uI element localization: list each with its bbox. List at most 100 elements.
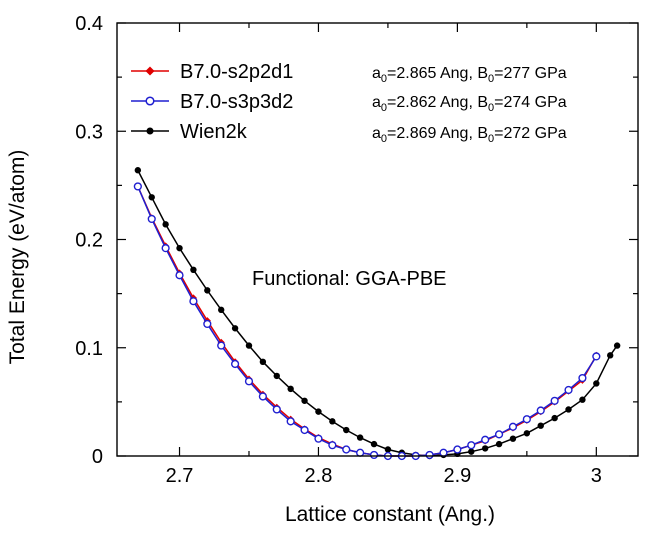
y-tick-label: 0 [92, 446, 103, 468]
data-point [481, 445, 489, 452]
legend-entry-wien2k[interactable]: Wien2k [131, 121, 248, 143]
fit-a-symbol: a [372, 65, 381, 82]
data-point [369, 450, 379, 460]
fit-a-subscript: 0 [381, 73, 387, 85]
data-point [231, 325, 239, 332]
fit-b-subscript: 0 [488, 102, 494, 114]
data-point [133, 182, 142, 191]
data-point [272, 405, 281, 414]
data-point [494, 430, 504, 439]
y-tick-label: 0.4 [75, 13, 103, 35]
data-point [370, 440, 378, 448]
legend-marker-filled-circle-icon [146, 127, 154, 135]
data-point [343, 426, 350, 434]
data-point [508, 422, 518, 431]
y-tick-label: 0.3 [75, 121, 103, 143]
fit-params-b7-s2p2d1: a0=2.865 Ang, B0=277 GPa [372, 65, 567, 85]
data-point [204, 287, 211, 294]
fit-a-subscript: 0 [381, 102, 387, 114]
y-tick-labels: 0 0.1 0.2 0.3 0.4 [75, 13, 103, 468]
data-point [565, 406, 572, 413]
data-point [147, 214, 156, 224]
data-point [453, 445, 462, 454]
data-point [607, 352, 614, 359]
data-point [613, 342, 621, 349]
annotation-functional: Functional: GGA-PBE [252, 268, 447, 290]
data-point [536, 406, 545, 415]
data-point [342, 445, 351, 454]
legend-label-b7-s3p3d2: B7.0-s3p3d2 [180, 91, 293, 113]
legend-label-b7-s2p2d1: B7.0-s2p2d1 [180, 61, 293, 83]
fit-b-value: =274 GPa [494, 94, 567, 111]
data-point [161, 244, 170, 253]
x-tick-labels: 2.7 2.8 2.9 3 [166, 465, 602, 487]
data-point [329, 418, 336, 425]
data-point [564, 385, 573, 395]
data-point [356, 448, 365, 457]
data-point [468, 448, 475, 455]
data-point [315, 408, 322, 415]
legend-entry-b7-s3p3d2[interactable]: B7.0-s3p3d2 [131, 91, 293, 113]
data-point [537, 422, 544, 429]
data-point [314, 434, 323, 443]
data-point [551, 414, 558, 422]
x-tick-label: 3 [591, 465, 602, 487]
series-b7-0-s3p3d2 [133, 182, 601, 461]
fit-b-symbol: B [477, 65, 488, 82]
data-point [134, 167, 142, 174]
data-point [439, 448, 448, 457]
fit-a-value: =2.865 Ang, [387, 65, 477, 82]
fit-b-subscript: 0 [488, 133, 494, 145]
data-point [148, 194, 155, 201]
data-point [218, 306, 225, 314]
legend-label-wien2k: Wien2k [180, 121, 248, 143]
data-point [523, 430, 531, 437]
fit-b-subscript: 0 [488, 73, 494, 85]
legend-entry-b7-s2p2d1[interactable]: B7.0-s2p2d1 [131, 61, 293, 83]
data-point [593, 380, 600, 387]
data-point [190, 266, 197, 274]
data-point [481, 435, 490, 444]
data-point [287, 385, 294, 393]
fit-a-symbol: a [372, 125, 381, 142]
data-point [217, 341, 226, 350]
y-axis-title: Total Energy (eV/atom) [6, 150, 29, 365]
data-point [176, 244, 183, 252]
data-point [328, 441, 337, 450]
data-point [425, 450, 434, 460]
fit-a-symbol: a [372, 94, 381, 111]
data-point [495, 440, 503, 448]
data-point [230, 359, 240, 369]
x-axis-title: Lattice constant (Ang.) [285, 503, 495, 526]
fit-b-symbol: B [477, 125, 488, 142]
data-point [203, 319, 212, 329]
x-tick-label: 2.9 [443, 465, 471, 487]
y-tick-label: 0.1 [75, 338, 103, 360]
data-point [578, 373, 587, 383]
fit-a-value: =2.869 Ang, [387, 125, 477, 142]
fit-a-subscript: 0 [381, 133, 387, 145]
data-point [509, 435, 517, 442]
data-point [579, 396, 586, 403]
plot-frame [116, 22, 639, 457]
series-group [133, 167, 621, 461]
data-point [356, 434, 364, 441]
legend-marker-diamond-icon [145, 66, 155, 76]
data-point [175, 271, 184, 280]
data-point [244, 377, 254, 386]
data-point [189, 297, 198, 306]
data-point [245, 342, 253, 349]
fit-b-value: =272 GPa [494, 125, 567, 142]
legend: B7.0-s2p2d1 B7.0-s3p3d2 Wien2k [131, 61, 293, 143]
data-point [550, 396, 559, 405]
fit-a-value: =2.862 Ang, [387, 94, 477, 111]
data-point [522, 415, 531, 424]
fit-b-value: =277 GPa [494, 65, 567, 82]
data-point [467, 441, 476, 450]
fit-b-symbol: B [477, 94, 488, 111]
data-point [286, 417, 295, 426]
data-point [273, 372, 280, 380]
fit-params-b7-s3p3d2: a0=2.862 Ang, B0=274 GPa [372, 94, 567, 114]
data-point [258, 392, 267, 401]
